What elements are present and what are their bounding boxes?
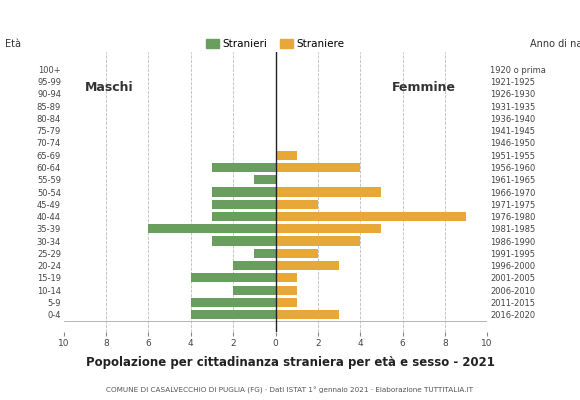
- Text: Maschi: Maschi: [85, 81, 133, 94]
- Bar: [254, 249, 276, 258]
- Bar: [276, 273, 297, 282]
- Bar: [276, 187, 382, 197]
- Bar: [191, 298, 276, 307]
- Bar: [276, 212, 466, 221]
- Text: Popolazione per cittadinanza straniera per età e sesso - 2021: Popolazione per cittadinanza straniera p…: [86, 356, 494, 369]
- Bar: [276, 298, 297, 307]
- Bar: [276, 261, 339, 270]
- Bar: [233, 261, 276, 270]
- Bar: [212, 163, 276, 172]
- Bar: [276, 236, 360, 246]
- Bar: [212, 236, 276, 246]
- Bar: [212, 212, 276, 221]
- Bar: [276, 224, 382, 234]
- Bar: [276, 200, 318, 209]
- Bar: [276, 163, 360, 172]
- Bar: [276, 310, 339, 319]
- Text: Femmine: Femmine: [392, 81, 456, 94]
- Text: COMUNE DI CASALVECCHIO DI PUGLIA (FG) · Dati ISTAT 1° gennaio 2021 · Elaborazion: COMUNE DI CASALVECCHIO DI PUGLIA (FG) · …: [107, 387, 473, 394]
- Bar: [212, 187, 276, 197]
- Bar: [212, 200, 276, 209]
- Legend: Stranieri, Straniere: Stranieri, Straniere: [202, 35, 349, 53]
- Bar: [276, 286, 297, 295]
- Text: Età: Età: [5, 39, 21, 49]
- Bar: [191, 273, 276, 282]
- Bar: [276, 249, 318, 258]
- Bar: [191, 310, 276, 319]
- Bar: [148, 224, 276, 234]
- Bar: [233, 286, 276, 295]
- Bar: [276, 150, 297, 160]
- Text: Anno di nascita: Anno di nascita: [530, 39, 580, 49]
- Bar: [254, 175, 276, 184]
